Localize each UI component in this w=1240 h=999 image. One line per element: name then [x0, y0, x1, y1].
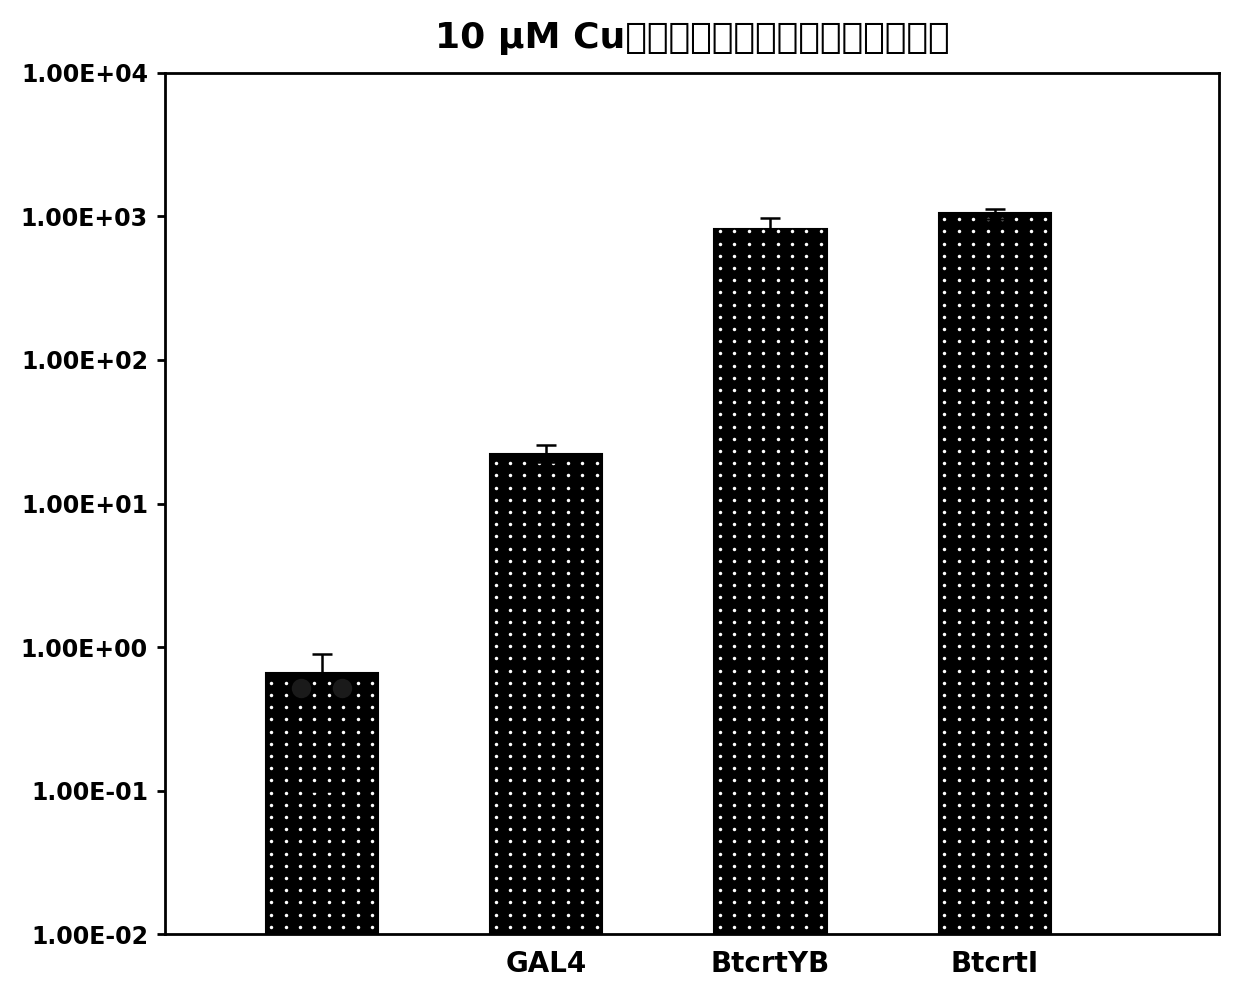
Bar [714, 229, 827, 934]
Bar [265, 673, 378, 934]
Title: 10 μM Cu离子诱导条件下基因转录水平变化: 10 μM Cu离子诱导条件下基因转录水平变化 [434, 21, 949, 55]
Bar [939, 214, 1050, 934]
Bar [490, 455, 603, 934]
